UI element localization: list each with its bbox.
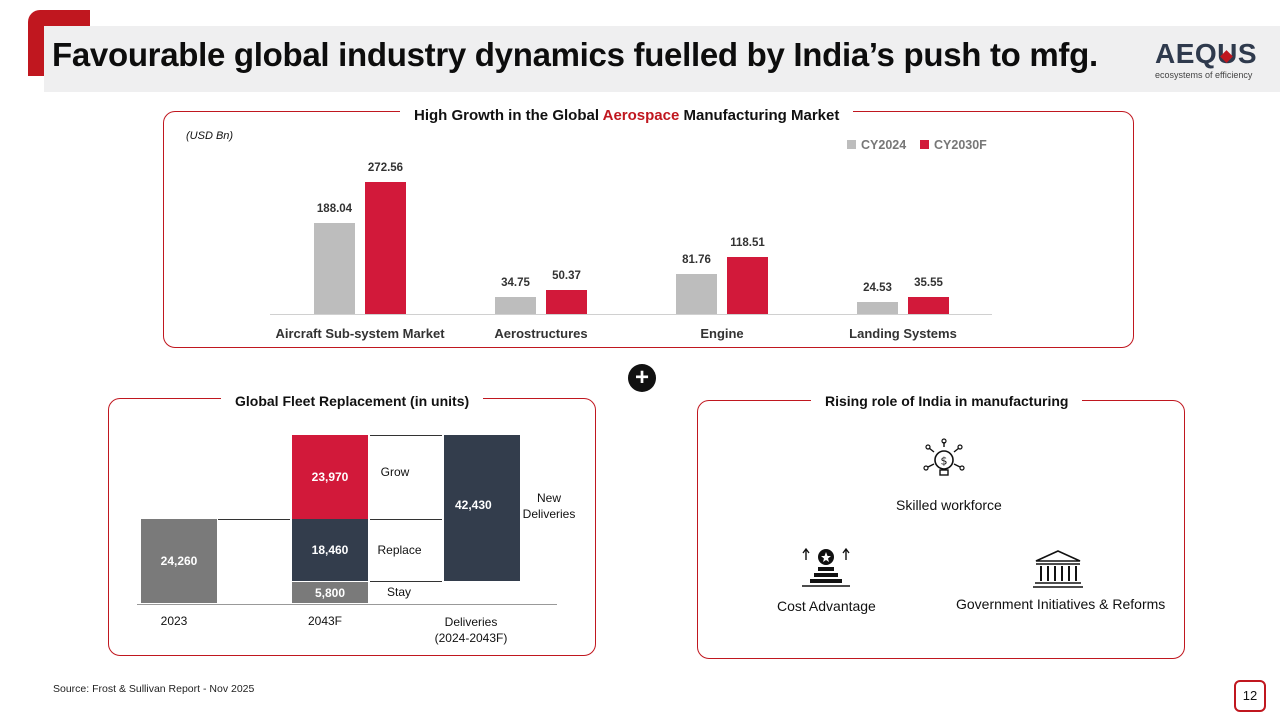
company-logo: AEQUS [1155,38,1258,69]
value-label-landing-systems-cy2024: 24.53 [863,282,892,294]
value-label-engine-cy2030f: 118.51 [730,237,765,249]
fleet-replace-value: 18,460 [311,543,349,557]
fleet-deliveries-value: 42,430 [455,498,492,512]
plus-icon: + [628,364,656,392]
category-label-landing-systems: Landing Systems [849,326,957,341]
market-chart-baseline [270,314,992,315]
fleet-stay-value: 5,800 [314,585,346,600]
value-label-aerostructures-cy2024: 34.75 [501,277,530,289]
cost-advantage-label: Cost Advantage [777,598,876,614]
bar-aerostructures-cy2024 [495,297,536,314]
category-label-engine: Engine [700,326,744,341]
cost-advantage-icon [800,546,852,593]
lightbulb-dollar-icon: $ [920,438,968,489]
page-number: 12 [1234,680,1266,712]
fleet-category-deliveries: Deliveries (2024-2043F) [434,615,508,645]
skilled-workforce-label: Skilled workforce [896,497,1002,513]
fleet-category-2043f: 2043F [307,614,343,628]
government-building-icon [1032,549,1084,594]
aerospace-title-prefix: High Growth in the Global [414,107,603,124]
unit-label: (USD Bn) [186,130,234,142]
fleet-2043-replace-segment: 18,460 [292,519,368,581]
header-band [44,26,1280,92]
aerospace-title-highlight: Aerospace [602,107,680,124]
fleet-chart-title: Global Fleet Replacement (in units) [221,393,484,409]
fleet-connector-low [370,581,442,582]
legend-cy2030f-label: CY2030F [934,138,987,152]
value-label-aerostructures-cy2030f: 50.37 [552,270,581,282]
fleet-2023-bar: 24,260 [141,519,217,603]
annotation-replace: Replace [377,543,422,557]
annotation-new-deliveries: New Deliveries [522,491,576,521]
source-note: Source: Frost & Sullivan Report - Nov 20… [53,683,255,695]
bar-landing-systems-cy2024 [857,302,898,314]
bar-landing-systems-cy2030f [908,297,949,314]
aerospace-chart-title: High Growth in the Global Aerospace Manu… [400,107,854,124]
page-title: Favourable global industry dynamics fuel… [52,36,1098,73]
fleet-category-2023: 2023 [160,614,188,628]
value-label-landing-systems-cy2030f: 35.55 [914,277,943,289]
value-label-aircraft-sub-system-market-cy2030f: 272.56 [367,162,404,174]
fleet-connector-2023 [218,519,290,520]
legend-swatch-grey [847,140,856,149]
value-label-aircraft-sub-system-market-cy2024: 188.04 [316,203,353,215]
fleet-deliveries-bar: 42,430 [444,435,520,581]
government-initiatives-label: Government Initiatives & Reforms [956,596,1166,612]
india-panel-title: Rising role of India in manufacturing [811,393,1083,409]
legend-swatch-red [920,140,929,149]
fleet-chart-axis [137,604,557,605]
legend-cy2024: CY2024 [847,138,906,152]
fleet-connector-mid [370,519,442,520]
bar-engine-cy2024 [676,274,717,314]
value-label-engine-cy2024: 81.76 [682,254,711,266]
bar-aircraft-sub-system-market-cy2030f [365,182,406,314]
logo-tagline: ecosystems of efficiency [1155,70,1253,80]
fleet-2043-grow-segment: 23,970 [292,435,368,519]
legend-cy2024-label: CY2024 [861,138,907,152]
aerospace-title-suffix: Manufacturing Market [679,107,840,124]
fleet-connector-top [370,435,442,436]
bar-aerostructures-cy2030f [546,290,587,314]
fleet-grow-value: 23,970 [311,470,349,484]
fleet-2043-stay-segment: 5,800 [292,582,368,603]
category-label-aerostructures: Aerostructures [494,326,588,341]
aerospace-market-panel [163,111,1134,348]
legend-cy2030f: CY2030F [920,138,987,152]
fleet-2023-value: 24,260 [160,554,198,568]
annotation-grow: Grow [380,465,410,479]
bar-engine-cy2030f [727,257,768,314]
annotation-stay: Stay [386,585,411,599]
bar-aircraft-sub-system-market-cy2024 [314,223,355,314]
category-label-aircraft-sub-system-market: Aircraft Sub-system Market [275,326,445,341]
svg-text:$: $ [941,455,948,468]
